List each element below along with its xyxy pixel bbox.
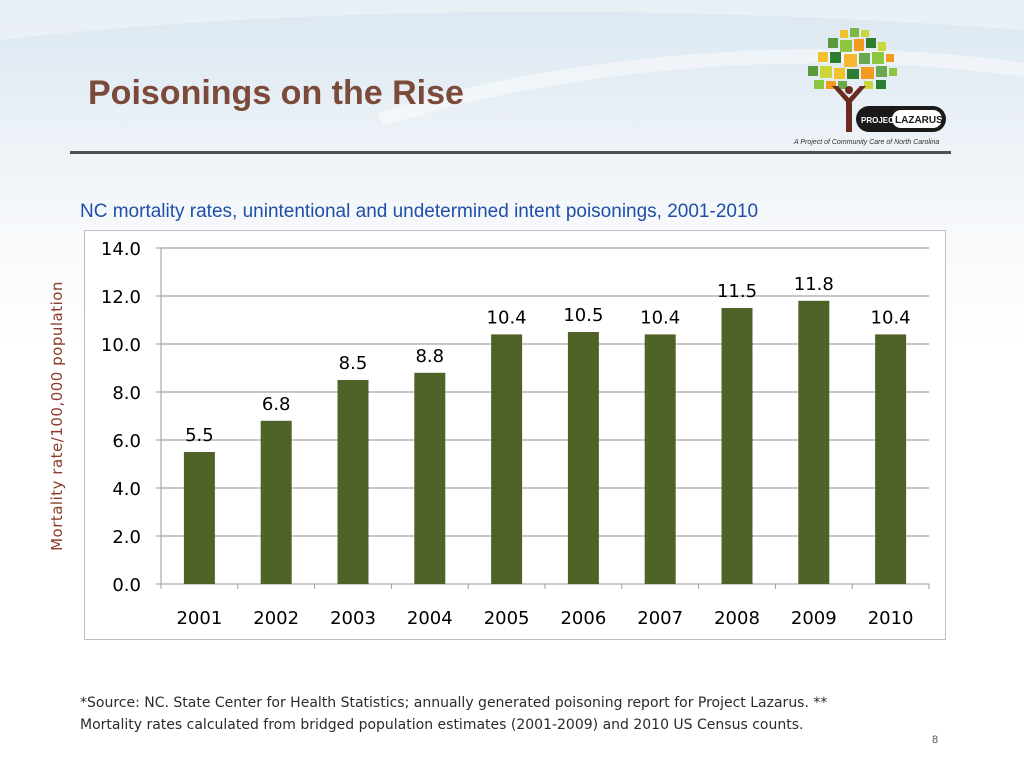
y-tick-label: 0.0: [112, 575, 141, 596]
tree-canopy-icon: [808, 28, 897, 89]
bar: [414, 372, 446, 584]
svg-text:LAZARUS: LAZARUS: [895, 115, 943, 126]
bar: [491, 334, 523, 584]
bar: [183, 452, 215, 584]
x-tick-label: 2006: [560, 608, 606, 629]
x-tick-label: 2005: [484, 608, 530, 629]
footnote-line-2: Mortality rates calculated from bridged …: [80, 717, 804, 733]
data-label: 10.4: [640, 307, 680, 328]
bar: [798, 300, 830, 584]
y-axis-label: Mortality rate/100,000 population: [48, 281, 66, 551]
background-swoosh: [0, 0, 1024, 127]
bar: [875, 334, 907, 584]
data-label: 10.5: [563, 305, 603, 326]
bar: [337, 380, 369, 584]
page-number: 8: [932, 734, 939, 746]
bar: [644, 334, 676, 584]
y-tick-label: 14.0: [101, 239, 141, 260]
svg-text:PROJECT: PROJECT: [861, 116, 899, 125]
bar-chart: 5.5 6.8 8.5 8.8 10.4 10.5 10.4 11.5 11.8 10.4 0.0…: [48, 239, 930, 629]
data-label: 8.8: [415, 346, 444, 367]
source-footnote: *Source: NC. State Center for Health Sta…: [80, 692, 960, 736]
x-tick-label: 2007: [637, 608, 683, 629]
svg-text:A Project of Community Care of: A Project of Community Care of North Car…: [793, 139, 939, 146]
data-label: 10.4: [871, 307, 911, 328]
x-tick-label: 2010: [868, 608, 914, 629]
data-label: 5.5: [185, 425, 214, 446]
x-tick-label: 2003: [330, 608, 376, 629]
x-tick-label: 2002: [253, 608, 299, 629]
y-axis-ticks: 0.0 2.0 4.0 6.0 8.0 10.0 12.0 14.0: [101, 239, 141, 596]
data-label: 11.8: [794, 274, 834, 295]
data-label: 10.4: [487, 307, 527, 328]
x-tick-label: 2004: [407, 608, 453, 629]
y-tick-label: 12.0: [101, 287, 141, 308]
data-label: 6.8: [262, 394, 291, 415]
bar: [567, 332, 599, 584]
bar: [260, 420, 292, 584]
person-trunk-icon: [832, 86, 866, 132]
data-label: 11.5: [717, 281, 757, 302]
page-title: Poisonings on the Rise: [88, 74, 464, 112]
x-tick-label: 2008: [714, 608, 760, 629]
y-tick-label: 6.0: [112, 431, 141, 452]
bars: [183, 300, 907, 584]
chart-area: 5.5 6.8 8.5 8.8 10.4 10.5 10.4 11.5 11.8 10.4 0.0…: [48, 230, 946, 640]
project-lazarus-logo: PROJECT LAZARUS A Project of Community C…: [793, 28, 946, 146]
y-tick-label: 2.0: [112, 527, 141, 548]
title-divider: [70, 151, 951, 154]
data-label: 8.5: [339, 353, 368, 374]
x-axis-ticks: 2001 2002 2003 2004 2005 2006 2007 2008 2009 2010: [176, 608, 913, 629]
y-tick-label: 10.0: [101, 335, 141, 356]
bar: [721, 308, 753, 584]
x-tick-label: 2009: [791, 608, 837, 629]
data-labels: 5.5 6.8 8.5 8.8 10.4 10.5 10.4 11.5 11.8 10.4: [185, 274, 911, 446]
x-tick-label: 2001: [176, 608, 222, 629]
y-tick-label: 8.0: [112, 383, 141, 404]
footnote-line-1: *Source: NC. State Center for Health Sta…: [80, 695, 828, 711]
chart-title: NC mortality rates, unintentional and un…: [80, 201, 759, 222]
y-tick-label: 4.0: [112, 479, 141, 500]
